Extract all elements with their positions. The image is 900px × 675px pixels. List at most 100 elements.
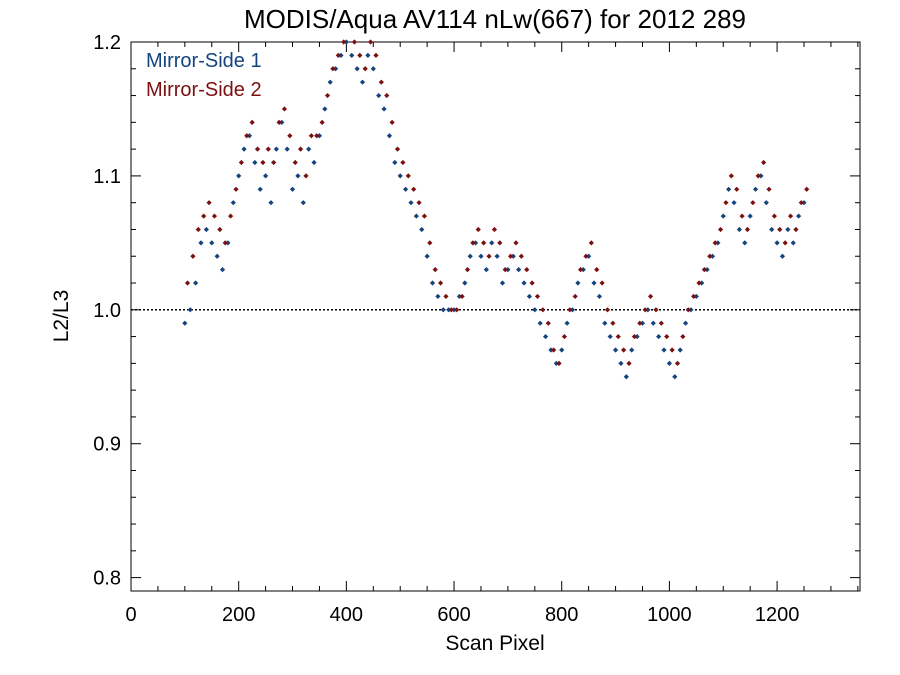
data-point-series-1 — [537, 320, 543, 326]
data-point-series-1 — [526, 293, 533, 300]
data-point-series-2 — [631, 333, 638, 340]
data-point-series-2 — [292, 159, 298, 166]
data-point-series-2 — [637, 320, 643, 326]
data-point-series-1 — [542, 333, 549, 340]
x-tick-label: 400 — [330, 604, 363, 626]
data-point-series-2 — [804, 186, 810, 192]
data-point-series-2 — [497, 240, 503, 246]
data-point-series-2 — [367, 39, 374, 45]
data-point-series-2 — [524, 267, 530, 273]
data-point-series-1 — [586, 253, 592, 259]
data-point-series-2 — [244, 133, 250, 139]
data-point-series-1 — [742, 240, 748, 246]
data-point-series-2 — [432, 267, 438, 273]
data-point-series-1 — [747, 213, 753, 219]
data-point-series-2 — [583, 253, 589, 259]
y-tick-label: 0.9 — [93, 434, 121, 456]
data-point-series-1 — [580, 267, 586, 273]
x-tick-label: 1200 — [755, 604, 800, 626]
data-point-series-2 — [421, 213, 428, 219]
data-point-series-2 — [470, 240, 476, 246]
data-point-series-2 — [319, 119, 325, 125]
data-point-series-2 — [206, 200, 212, 206]
data-point-series-2 — [260, 159, 266, 166]
data-point-series-1 — [376, 92, 382, 99]
data-point-series-2 — [680, 333, 686, 340]
data-point-series-1 — [752, 186, 759, 192]
data-point-series-1 — [516, 267, 522, 273]
data-point-series-1 — [656, 333, 662, 340]
data-point-series-2 — [464, 267, 471, 273]
data-point-series-2 — [314, 133, 320, 139]
data-point-series-1 — [623, 374, 629, 380]
data-point-series-1 — [365, 52, 371, 58]
data-point-series-2 — [556, 360, 562, 366]
data-point-series-2 — [427, 240, 433, 246]
data-point-series-1 — [456, 293, 463, 300]
data-point-series-2 — [674, 360, 681, 366]
data-point-series-2 — [454, 307, 460, 313]
data-point-series-2 — [594, 267, 600, 273]
data-point-series-2 — [787, 213, 794, 219]
data-point-series-2 — [691, 293, 697, 300]
data-point-series-2 — [324, 92, 331, 99]
data-point-series-2 — [190, 253, 196, 259]
y-tick-label: 1.1 — [93, 166, 121, 188]
data-point-series-2 — [330, 66, 336, 72]
data-point-series-2 — [712, 240, 718, 246]
data-point-series-2 — [728, 173, 734, 179]
data-point-series-2 — [717, 226, 724, 233]
data-point-series-1 — [467, 253, 473, 259]
data-point-series-2 — [297, 146, 304, 152]
data-point-series-2 — [238, 159, 244, 166]
data-point-series-1 — [451, 307, 457, 313]
data-point-series-2 — [281, 106, 288, 112]
legend: Mirror-Side 1 Mirror-Side 2 — [146, 50, 262, 101]
data-point-series-1 — [279, 119, 285, 125]
data-point-series-2 — [777, 226, 783, 233]
data-point-series-2 — [335, 52, 341, 58]
data-point-series-1 — [796, 213, 802, 219]
data-point-series-2 — [723, 200, 729, 206]
data-point-series-1 — [225, 240, 231, 246]
data-point-series-2 — [610, 320, 616, 326]
data-point-series-1 — [472, 240, 479, 246]
data-point-series-2 — [507, 253, 514, 259]
data-point-series-1 — [645, 307, 651, 313]
data-point-series-2 — [271, 159, 277, 166]
data-point-series-1 — [435, 293, 441, 300]
data-point-series-2 — [416, 200, 422, 206]
data-point-series-1 — [682, 320, 689, 326]
data-point-series-1 — [720, 213, 726, 219]
data-point-series-1 — [763, 200, 769, 206]
data-point-series-1 — [327, 79, 333, 85]
legend-entry-mirror-side-2: Mirror-Side 2 — [146, 79, 262, 101]
data-point-series-1 — [672, 374, 678, 380]
data-point-series-2 — [378, 79, 384, 85]
data-point-series-2 — [459, 293, 465, 300]
data-point-series-2 — [658, 320, 664, 326]
data-point-series-1 — [300, 200, 306, 206]
data-point-series-1 — [499, 280, 506, 286]
x-tick-label: 800 — [545, 604, 578, 626]
data-point-series-1 — [370, 66, 376, 72]
data-point-series-2 — [707, 253, 713, 259]
data-point-series-2 — [739, 213, 745, 219]
data-point-series-1 — [236, 173, 242, 179]
data-point-series-2 — [529, 280, 535, 286]
data-point-series-1 — [569, 307, 576, 313]
data-point-series-1 — [402, 186, 409, 192]
axis-ticks — [130, 41, 860, 591]
data-point-series-1 — [246, 133, 253, 139]
data-point-series-2 — [744, 226, 751, 233]
data-point-series-1 — [241, 146, 247, 152]
data-point-series-1 — [650, 320, 656, 326]
data-point-series-2 — [604, 307, 611, 313]
data-point-series-2 — [184, 280, 191, 286]
data-point-series-1 — [602, 320, 608, 326]
data-point-series-1 — [736, 226, 742, 233]
data-point-series-1 — [564, 320, 570, 326]
data-point-series-1 — [634, 333, 640, 340]
data-point-series-2 — [491, 226, 498, 233]
data-point-series-1 — [295, 173, 301, 179]
